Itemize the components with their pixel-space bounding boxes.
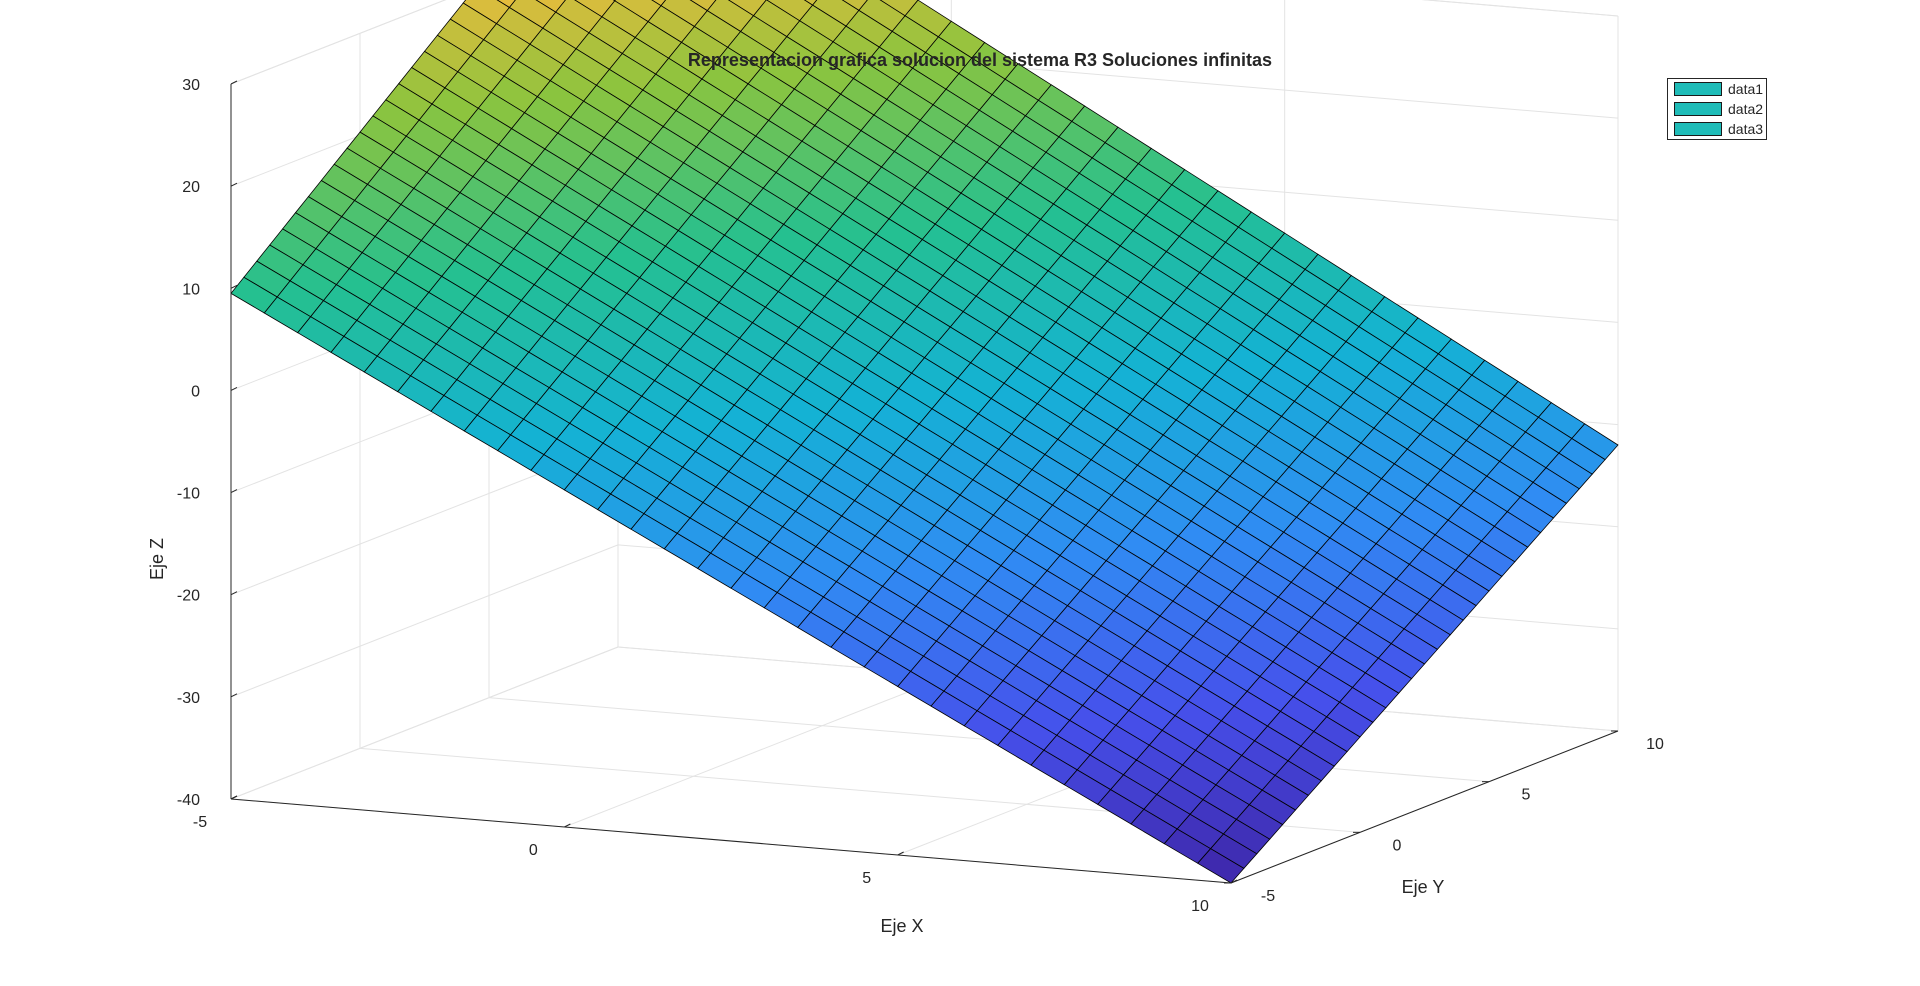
z-tick-label: -30 [177,690,200,707]
legend-label: data2 [1728,101,1764,117]
surface-mesh [230,0,1619,884]
surface-cell [803,0,818,6]
y-tick-label: -5 [1261,888,1275,905]
z-tick-label: 30 [182,77,200,94]
y-axis-label: Eje Y [1402,877,1445,897]
z-tick-mark [230,795,238,800]
legend-swatch [1674,122,1722,136]
grid-line [564,674,952,828]
z-tick-label: 0 [191,383,200,400]
x-tick-label: 10 [1191,898,1209,915]
x-tick-mark [564,823,571,828]
z-tick-mark [230,591,238,596]
x-tick-mark [897,851,904,856]
legend: data1 data2 data3 [1667,78,1767,140]
z-tick-mark [230,693,238,698]
axis-lines [230,80,1619,884]
x-tick-label: 5 [862,870,871,887]
legend-label: data1 [1728,81,1764,97]
z-axis-label: Eje Z [147,538,167,580]
y-tick-label: 0 [1393,837,1402,854]
legend-swatch [1674,102,1722,116]
z-tick-label: 10 [182,281,200,298]
z-tick-label: -10 [177,486,200,503]
x-axis-line [230,798,1232,884]
chart-title: Representacion grafica solucion del sist… [688,50,1272,70]
surface-cell [651,0,667,7]
tick-labels: -5 0 5 10 -5 0 5 10 -40 -30 -20 -10 0 10 20 30 [177,77,1664,915]
x-tick-label: -5 [193,814,207,831]
x-tick-mark [1230,879,1238,884]
z-tick-label: 20 [182,179,200,196]
grid-line [1421,0,1619,17]
z-tick-label: -20 [177,588,200,605]
y-tick-label: 5 [1522,787,1531,804]
surface-cell [1197,848,1245,884]
legend-item: data1 [1673,80,1765,98]
z-tick-label: -40 [177,792,200,809]
legend-item: data3 [1673,120,1765,138]
grid-line [230,544,619,698]
x-tick-label: 0 [529,842,538,859]
legend-label: data3 [1728,121,1764,137]
x-axis-label: Eje X [880,916,923,936]
y-axis-line [1230,730,1619,884]
legend-swatch [1674,82,1722,96]
z-tick-mark [230,284,238,289]
z-tick-mark [230,80,238,85]
z-tick-mark [230,489,238,494]
grid-line [230,0,447,85]
y-tick-label: 10 [1646,736,1664,753]
grid-line [230,646,619,800]
z-tick-mark [230,386,238,391]
z-tick-mark [230,182,238,187]
legend-item: data2 [1673,100,1765,118]
